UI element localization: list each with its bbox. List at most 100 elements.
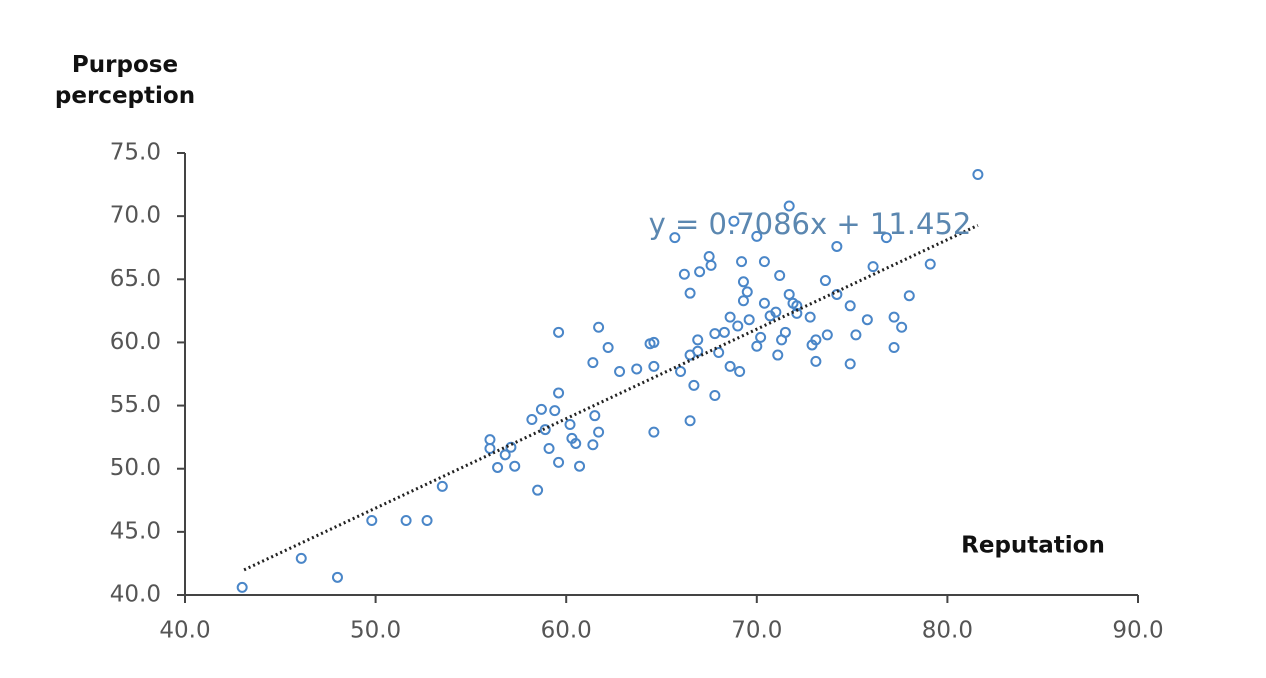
point <box>770 306 782 318</box>
point <box>484 443 496 455</box>
x-tick-label: 60.0 <box>541 618 592 644</box>
point <box>713 347 725 359</box>
point <box>880 232 892 244</box>
point <box>587 439 599 451</box>
point <box>499 449 511 461</box>
point <box>888 311 900 323</box>
point <box>648 360 660 372</box>
point <box>236 581 248 593</box>
point <box>570 437 582 449</box>
y-tick-label: 45.0 <box>110 518 161 544</box>
y-tick-label: 60.0 <box>110 329 161 355</box>
trendline <box>243 224 979 572</box>
point <box>774 269 786 281</box>
point <box>819 275 831 287</box>
point <box>741 286 753 298</box>
point <box>804 311 816 323</box>
point <box>861 314 873 326</box>
point <box>783 288 795 300</box>
point <box>553 456 565 468</box>
point <box>888 341 900 353</box>
trendline-equation: y = 0.7086x + 11.452 <box>649 207 972 241</box>
point <box>675 365 687 377</box>
point <box>772 349 784 361</box>
point <box>783 200 795 212</box>
point <box>543 443 555 455</box>
point <box>751 230 763 242</box>
point <box>589 410 601 422</box>
point <box>593 321 605 333</box>
point <box>732 320 744 332</box>
point <box>688 379 700 391</box>
x-tick-label: 80.0 <box>922 618 973 644</box>
point <box>564 419 576 431</box>
point <box>669 232 681 244</box>
point <box>737 276 749 288</box>
point <box>678 268 690 280</box>
x-tick-label: 90.0 <box>1112 618 1163 644</box>
point <box>724 311 736 323</box>
point <box>734 365 746 377</box>
y-tick-label: 75.0 <box>110 140 161 166</box>
point <box>703 251 715 263</box>
y-tick-label: 40.0 <box>110 582 161 608</box>
point <box>743 314 755 326</box>
point <box>779 326 791 338</box>
point <box>648 336 660 348</box>
point <box>751 340 763 352</box>
point <box>844 358 856 370</box>
x-tick-label: 40.0 <box>159 618 210 644</box>
point <box>631 363 643 375</box>
point <box>614 365 626 377</box>
point <box>526 413 538 425</box>
point <box>684 415 696 427</box>
point <box>810 334 822 346</box>
point <box>484 434 496 446</box>
point <box>896 321 908 333</box>
point <box>553 387 565 399</box>
point <box>331 571 343 583</box>
point <box>593 426 605 438</box>
point <box>867 261 879 273</box>
point <box>587 357 599 369</box>
point <box>736 256 748 268</box>
point <box>724 360 736 372</box>
point <box>684 287 696 299</box>
point <box>602 341 614 353</box>
y-tick-label: 70.0 <box>110 203 161 229</box>
point <box>436 480 448 492</box>
point <box>366 514 378 526</box>
point <box>705 259 717 271</box>
point <box>694 266 706 278</box>
x-axis-title: Reputation <box>961 533 1105 559</box>
point <box>509 460 521 472</box>
x-tick-label: 70.0 <box>731 618 782 644</box>
y-tick-label: 65.0 <box>110 266 161 292</box>
point <box>532 484 544 496</box>
point <box>492 461 504 473</box>
point <box>549 405 561 417</box>
point <box>755 331 767 343</box>
point <box>505 441 517 453</box>
point <box>574 460 586 472</box>
point <box>400 514 412 526</box>
point <box>758 256 770 268</box>
point <box>810 355 822 367</box>
point <box>737 295 749 307</box>
point <box>850 329 862 341</box>
point <box>831 240 843 252</box>
point <box>924 258 936 270</box>
y-tick-label: 50.0 <box>110 455 161 481</box>
point <box>972 168 984 180</box>
point <box>553 326 565 338</box>
point <box>844 300 856 312</box>
point <box>692 334 704 346</box>
point <box>539 424 551 436</box>
point <box>709 389 721 401</box>
y-tick-label: 55.0 <box>110 392 161 418</box>
point <box>718 326 730 338</box>
point <box>903 290 915 302</box>
point <box>758 297 770 309</box>
